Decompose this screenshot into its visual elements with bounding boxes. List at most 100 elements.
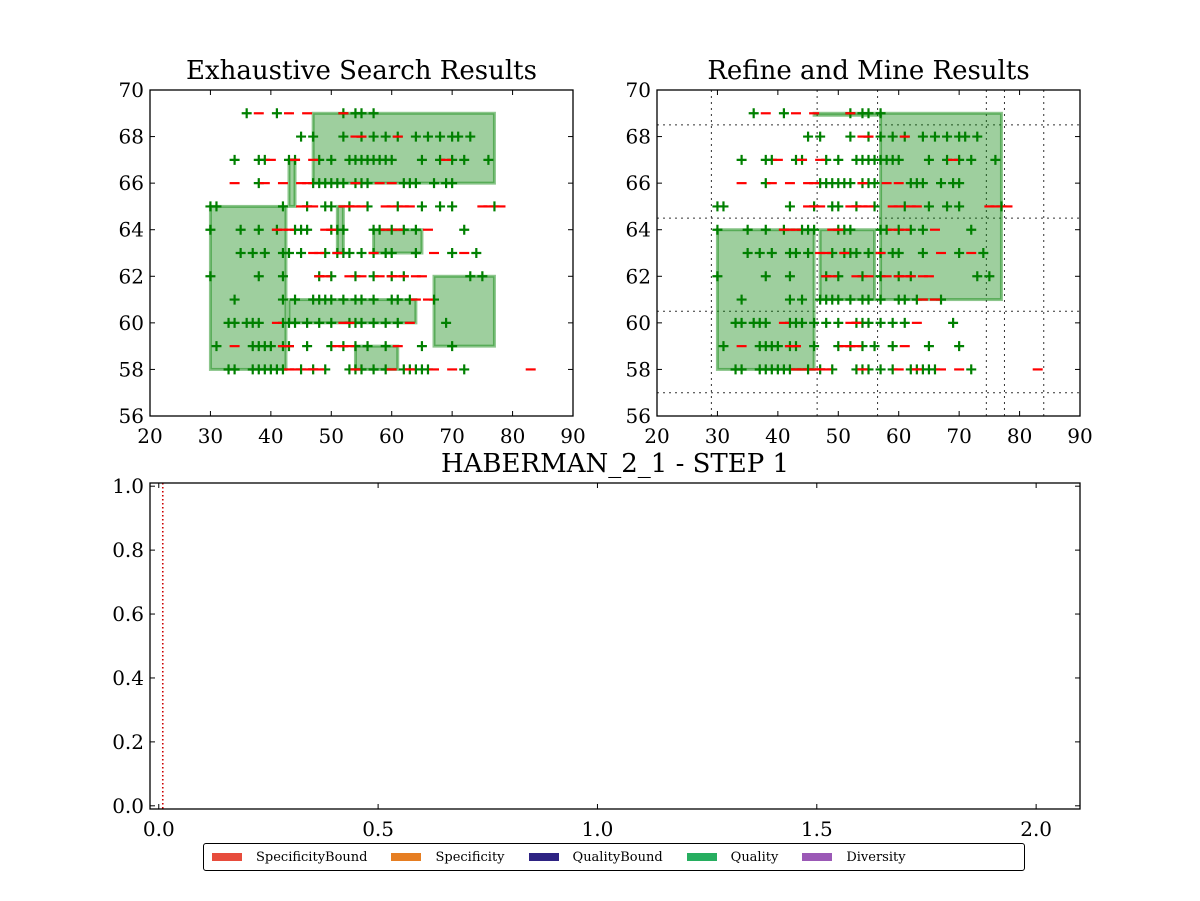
point-positive — [809, 317, 820, 328]
point-positive — [923, 341, 934, 352]
y-tick-label: 58 — [626, 357, 651, 381]
point-positive — [917, 224, 928, 235]
point-positive — [736, 154, 747, 165]
point-positive — [760, 224, 771, 235]
refine-and-mine-plot: 20 30 40 50 60 70 80 90 56 58 60 62 64 66 68 70 Refine a… — [626, 56, 1093, 448]
point-positive — [797, 294, 808, 305]
point-positive — [277, 271, 288, 282]
point-positive — [338, 224, 349, 235]
region-box — [372, 228, 424, 255]
x-tick-label: 0.5 — [362, 817, 394, 841]
point-positive — [954, 341, 965, 352]
point-positive — [205, 271, 216, 282]
legend-item: Diversity — [802, 849, 906, 865]
exhaustive-search-plot: 20 30 40 50 60 70 80 90 56 58 60 62 64 66 68 70 Exhausti… — [119, 56, 586, 448]
point-positive — [766, 248, 777, 258]
point-positive — [845, 294, 856, 305]
point-positive — [253, 317, 264, 328]
point-positive — [754, 248, 765, 258]
point-positive — [459, 364, 470, 375]
point-positive — [887, 317, 898, 328]
point-positive — [410, 131, 421, 142]
point-positive — [326, 201, 337, 212]
x-tick-label: 90 — [1067, 424, 1092, 448]
point-positive — [211, 341, 222, 352]
point-positive — [416, 341, 427, 352]
point-positive — [942, 131, 953, 142]
point-positive — [809, 341, 820, 352]
point-positive — [410, 224, 421, 235]
point-positive — [893, 154, 904, 165]
point-positive — [803, 248, 814, 258]
point-positive — [380, 341, 391, 352]
point-positive — [929, 131, 940, 142]
y-tick-label: 0.4 — [112, 666, 144, 690]
point-positive — [917, 178, 928, 189]
point-positive — [410, 178, 421, 189]
point-positive — [784, 201, 795, 212]
point-positive — [362, 178, 373, 189]
point-positive — [465, 131, 476, 142]
x-tick-label: 50 — [826, 424, 851, 448]
point-positive — [338, 178, 349, 189]
point-positive — [483, 154, 494, 165]
point-positive — [815, 131, 826, 142]
x-tick-label: 30 — [198, 424, 223, 448]
y-tick-label: 56 — [626, 404, 651, 428]
point-positive — [875, 131, 886, 142]
y-tick-label: 60 — [626, 311, 651, 335]
point-positive — [972, 131, 983, 142]
y-tick-label: 0.8 — [112, 538, 144, 562]
point-positive — [923, 201, 934, 212]
point-positive — [338, 131, 349, 142]
point-positive — [893, 248, 904, 258]
legend-swatch — [391, 853, 422, 861]
region-box — [311, 111, 496, 185]
point-positive — [966, 224, 977, 235]
point-positive — [875, 294, 886, 305]
point-positive — [863, 108, 874, 119]
point-positive — [356, 294, 367, 305]
point-positive — [380, 131, 391, 142]
point-positive — [296, 131, 307, 142]
point-positive — [326, 294, 337, 305]
point-positive — [368, 108, 379, 119]
point-positive — [972, 271, 983, 282]
point-positive — [984, 271, 995, 282]
legend-label: Specificity — [435, 849, 505, 865]
point-positive — [447, 178, 458, 189]
subplot-title: Exhaustive Search Results — [186, 56, 537, 86]
point-positive — [422, 131, 433, 142]
point-positive — [368, 294, 379, 305]
point-positive — [966, 154, 977, 165]
point-positive — [362, 341, 373, 352]
point-positive — [344, 248, 355, 258]
point-positive — [875, 317, 886, 328]
point-positive — [356, 108, 367, 119]
y-tick-label: 64 — [626, 218, 651, 242]
point-positive — [259, 248, 270, 258]
point-positive — [821, 317, 832, 328]
y-tick-label: 58 — [119, 357, 144, 381]
legend-label: Quality — [730, 849, 779, 865]
point-positive — [441, 317, 452, 328]
point-positive — [229, 317, 240, 328]
point-positive — [748, 108, 759, 119]
plot-frame — [149, 89, 574, 417]
point-positive — [954, 178, 965, 189]
point-positive — [863, 248, 874, 258]
point-positive — [368, 364, 379, 375]
point-positive — [429, 178, 440, 189]
legend-label: Diversity — [846, 849, 906, 865]
x-tick-label: 60 — [886, 424, 911, 448]
x-tick-label: 30 — [705, 424, 730, 448]
point-positive — [863, 294, 874, 305]
point-positive — [308, 131, 319, 142]
y-tick-label: 66 — [119, 171, 144, 195]
point-positive — [778, 108, 789, 119]
x-tick-label: 70 — [439, 424, 464, 448]
point-positive — [736, 364, 747, 375]
point-positive — [784, 271, 795, 282]
point-positive — [869, 341, 880, 352]
